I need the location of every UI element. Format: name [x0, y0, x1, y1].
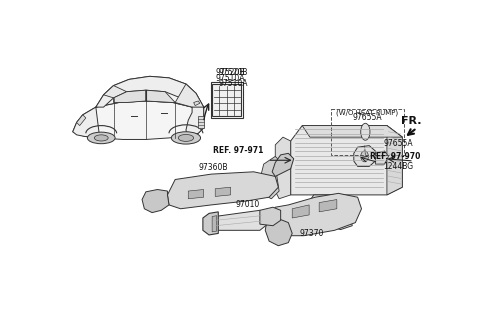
Polygon shape — [260, 207, 281, 226]
Polygon shape — [275, 137, 291, 199]
Polygon shape — [77, 115, 86, 126]
Polygon shape — [198, 116, 204, 128]
Polygon shape — [387, 126, 402, 195]
Polygon shape — [319, 199, 337, 212]
Polygon shape — [193, 101, 200, 106]
Ellipse shape — [361, 151, 369, 162]
Text: 97520B
97510A: 97520B 97510A — [218, 68, 248, 88]
Polygon shape — [114, 90, 146, 102]
Polygon shape — [73, 101, 204, 139]
Text: 1244BG: 1244BG — [383, 162, 413, 171]
Polygon shape — [375, 151, 388, 164]
Polygon shape — [175, 84, 204, 116]
Ellipse shape — [361, 123, 370, 140]
Polygon shape — [354, 146, 375, 166]
Polygon shape — [265, 216, 292, 246]
Text: 97520B: 97520B — [216, 68, 245, 77]
Polygon shape — [267, 194, 361, 236]
Polygon shape — [215, 210, 267, 230]
Polygon shape — [186, 107, 204, 135]
Polygon shape — [215, 187, 230, 196]
Polygon shape — [168, 172, 278, 209]
Text: REF. 97-971: REF. 97-971 — [213, 146, 263, 155]
Ellipse shape — [87, 132, 115, 144]
Ellipse shape — [178, 134, 193, 141]
Polygon shape — [188, 190, 204, 199]
Ellipse shape — [94, 135, 108, 141]
Polygon shape — [260, 156, 283, 199]
Polygon shape — [212, 216, 217, 232]
Polygon shape — [291, 126, 402, 195]
Text: 97010: 97010 — [235, 200, 260, 209]
Text: 97510A: 97510A — [216, 74, 245, 83]
Polygon shape — [104, 86, 127, 98]
FancyBboxPatch shape — [212, 84, 241, 116]
Polygon shape — [96, 76, 204, 107]
Text: 97370: 97370 — [299, 229, 324, 238]
Text: (W/O HEAT PUMP): (W/O HEAT PUMP) — [336, 109, 398, 115]
Polygon shape — [292, 205, 309, 218]
Polygon shape — [73, 107, 100, 138]
Text: 97360B: 97360B — [199, 163, 228, 172]
Text: 97655A: 97655A — [352, 113, 382, 122]
Polygon shape — [96, 76, 204, 116]
Text: FR.: FR. — [401, 116, 422, 126]
Polygon shape — [146, 90, 175, 102]
Ellipse shape — [171, 132, 201, 144]
Text: REF. 97-970: REF. 97-970 — [370, 152, 420, 161]
Polygon shape — [272, 153, 294, 176]
Polygon shape — [306, 195, 352, 230]
Polygon shape — [142, 190, 169, 213]
Polygon shape — [203, 212, 218, 235]
Text: 97655A: 97655A — [383, 139, 413, 148]
Polygon shape — [302, 126, 402, 137]
